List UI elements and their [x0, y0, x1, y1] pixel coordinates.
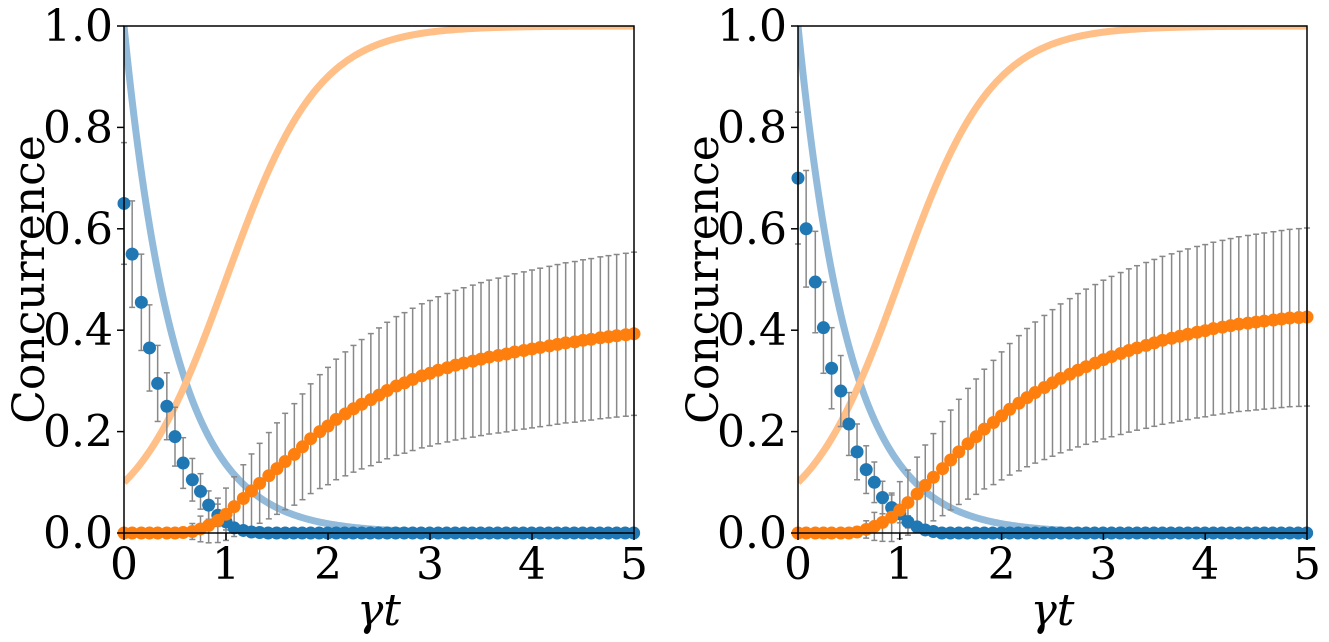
x-tick-label: 2	[988, 539, 1016, 590]
decay-point	[867, 475, 881, 489]
growth-point	[936, 462, 950, 476]
left-chart-panel: 0 1 2 3 4 5 0.0 0.2 0.4 0.6 0.8 1.0 γt Concurrence	[4, 1, 648, 636]
x-axis-label: γt	[1031, 585, 1075, 636]
x-tick-label: 1	[212, 539, 240, 590]
decay-point	[151, 376, 165, 390]
growth-point	[245, 484, 258, 498]
right-chart-panel: 0 1 2 3 4 5 0.0 0.2 0.4 0.6 0.8 1.0 γt Concurrence	[678, 1, 1321, 636]
x-tick-label: 3	[1089, 539, 1117, 590]
growth-point	[278, 455, 292, 469]
x-tick-label: 4	[1191, 539, 1219, 590]
decay-point	[143, 341, 156, 355]
growth-point	[910, 487, 924, 501]
x-tick-label: 0	[110, 539, 138, 590]
decay-point	[825, 361, 839, 375]
decay-point	[185, 473, 199, 487]
y-tick-label: 0.8	[43, 102, 113, 153]
growth-point	[296, 440, 309, 454]
axes-frame	[123, 25, 635, 534]
decay-point	[176, 456, 190, 470]
y-tick-label: 0.6	[717, 204, 787, 255]
growth-point	[287, 447, 301, 461]
y-tick-label: 0.2	[43, 407, 113, 458]
decay-point	[168, 430, 182, 444]
y-tick-label: 0.0	[43, 508, 113, 559]
decay-point	[160, 399, 174, 413]
growth-point	[219, 507, 233, 521]
x-axis-label: γt	[357, 585, 401, 636]
y-tick-label: 0.8	[717, 102, 787, 153]
growth-point	[952, 445, 966, 459]
growth-point	[969, 430, 983, 444]
decay-point	[134, 295, 148, 309]
y-tick-label: 0.4	[43, 305, 113, 356]
x-tick-label: 2	[314, 539, 342, 590]
growth-point	[304, 432, 318, 446]
growth-point	[977, 422, 991, 436]
growth-point	[926, 470, 940, 484]
x-tick-label: 3	[416, 539, 444, 590]
y-axis-label: Concurrence	[678, 135, 729, 424]
y-tick-label: 0.2	[717, 407, 787, 458]
growth-point	[253, 476, 267, 490]
decay-point	[875, 491, 889, 505]
y-tick-label: 0.4	[717, 305, 787, 356]
growth-point	[901, 496, 915, 510]
growth-point	[918, 478, 932, 492]
decay-point	[799, 222, 813, 236]
x-tick-label: 1	[886, 539, 914, 590]
growth-point	[944, 453, 958, 467]
y-axis-label: Concurrence	[4, 135, 55, 424]
decay-point	[842, 417, 856, 431]
x-tick-label: 5	[1293, 539, 1321, 590]
y-tick-label: 1.0	[43, 1, 113, 52]
decay-point	[834, 384, 848, 398]
y-tick-label: 1.0	[717, 1, 787, 52]
decay-point	[125, 247, 139, 261]
axes-frame	[797, 25, 1308, 534]
growth-point	[227, 500, 241, 514]
growth-point	[1283, 311, 1297, 325]
decay-point	[816, 321, 830, 335]
decay-point	[194, 484, 207, 498]
growth-point	[236, 492, 250, 506]
decay-point	[859, 463, 873, 477]
x-tick-label: 0	[784, 539, 812, 590]
decay-point	[202, 498, 216, 512]
growth-point	[893, 503, 907, 517]
x-tick-label: 4	[518, 539, 546, 590]
decay-point	[808, 275, 822, 289]
x-tick-label: 5	[620, 539, 648, 590]
growth-point	[1003, 402, 1017, 416]
decay-point	[850, 445, 864, 459]
y-tick-label: 0.0	[717, 508, 787, 559]
y-tick-label: 0.6	[43, 204, 113, 255]
